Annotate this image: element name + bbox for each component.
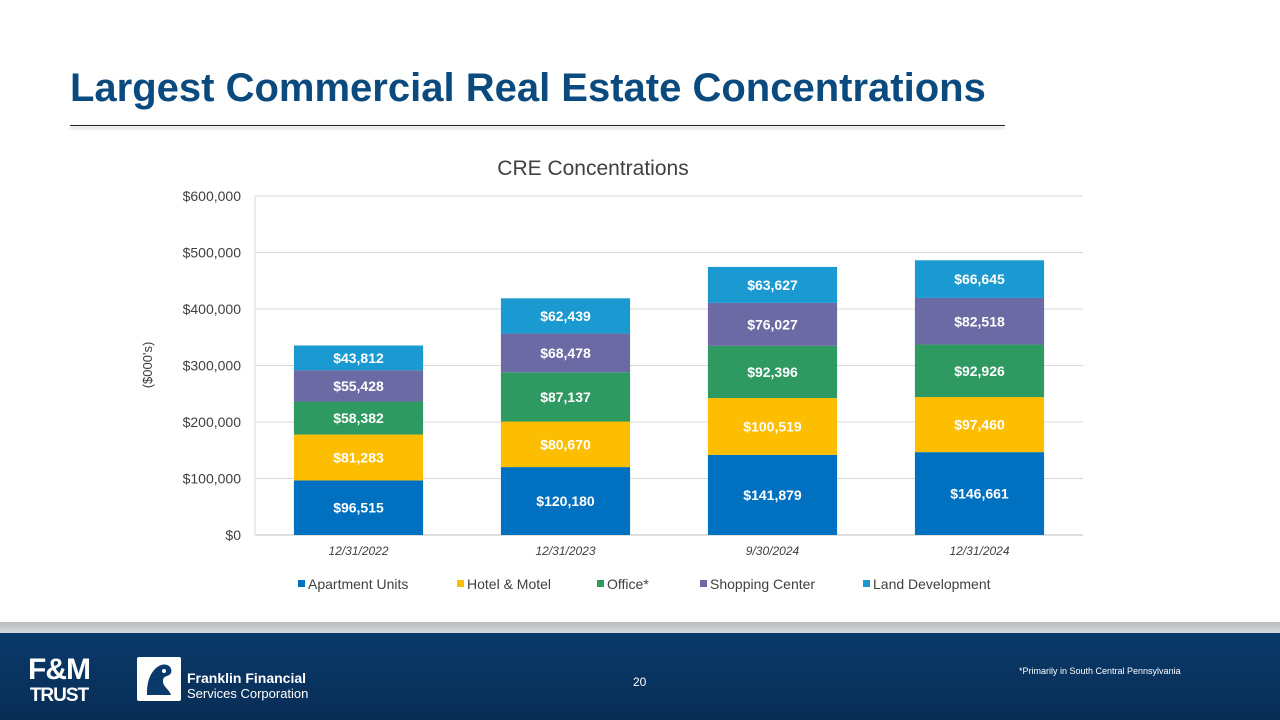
y-axis-ticks: $0 $100,000 $200,000 $300,000 $400,000 $500,0… <box>183 188 242 543</box>
legend-swatch <box>863 580 870 587</box>
data-label: $80,670 <box>540 436 591 452</box>
bar-segment <box>707 266 838 303</box>
legend-swatch <box>700 580 707 587</box>
bar-segment <box>293 434 424 481</box>
data-label: $66,645 <box>954 271 1005 287</box>
bar-segment <box>293 370 424 402</box>
data-label: $63,627 <box>747 277 798 293</box>
x-tick-label: 9/30/2024 <box>746 544 800 558</box>
data-label: $100,519 <box>743 418 802 434</box>
data-label: $58,382 <box>333 410 384 426</box>
page-number: 20 <box>633 675 647 689</box>
fm-logo-top: F&M <box>28 653 91 686</box>
bar-segment <box>500 333 631 373</box>
y-tick-label: $100,000 <box>183 471 242 487</box>
data-label: $97,460 <box>954 417 1005 433</box>
data-label: $76,027 <box>747 316 798 332</box>
bar-segment <box>914 297 1045 345</box>
data-label: $68,478 <box>540 345 591 361</box>
bar-segment <box>914 452 1045 535</box>
y-tick-label: $400,000 <box>183 301 242 317</box>
fm-trust-logo: F&M TRUST <box>28 653 91 706</box>
bar-segment <box>293 345 424 371</box>
x-tick-label: 12/31/2022 <box>328 544 388 558</box>
bar-segment <box>707 345 838 399</box>
legend-label: Apartment Units <box>308 576 408 592</box>
bar-segment <box>500 421 631 468</box>
ffsc-logo-text: Franklin Financial Services Corporation <box>187 670 309 701</box>
bar-segment <box>293 480 424 535</box>
data-label: $82,518 <box>954 313 1005 329</box>
data-label: $81,283 <box>333 450 384 466</box>
footer-stripe <box>0 622 1280 633</box>
data-label: $87,137 <box>540 389 591 405</box>
fm-logo-bottom: TRUST <box>29 685 89 706</box>
chart-title: CRE Concentrations <box>497 157 688 180</box>
y-axis-label: ($000's) <box>140 342 155 389</box>
cre-stacked-bar-chart: CRE Concentrations $0 $100,000 $200,000 $30… <box>140 157 1083 592</box>
data-label: $92,396 <box>747 364 798 380</box>
y-tick-label: $200,000 <box>183 414 242 430</box>
data-label: $92,926 <box>954 363 1005 379</box>
legend-label: Shopping Center <box>710 576 815 592</box>
bar-segment <box>914 344 1045 398</box>
footnote: *Primarily in South Central Pennsylvania <box>1019 666 1181 676</box>
data-label: $146,661 <box>950 486 1009 502</box>
y-tick-label: $0 <box>225 527 241 543</box>
x-axis-ticks: 12/31/2022 12/31/2023 9/30/2024 12/31/2024 <box>328 544 1009 558</box>
bar-segment <box>914 397 1045 453</box>
title-divider <box>70 125 1005 126</box>
slide-title: Largest Commercial Real Estate Concentra… <box>70 66 986 110</box>
legend-swatch <box>298 580 305 587</box>
bars: $96,515 $81,283 $58,382 $55,428 $43,812 $120,… <box>293 260 1045 535</box>
legend-label: Hotel & Motel <box>467 576 551 592</box>
ffsc-name-line2: Services Corporation <box>187 685 309 701</box>
legend-swatch <box>597 580 604 587</box>
bar-segment <box>500 372 631 422</box>
legend-label: Land Development <box>873 576 991 592</box>
x-tick-label: 12/31/2024 <box>949 544 1009 558</box>
data-label: $62,439 <box>540 308 591 324</box>
bar-segment <box>914 260 1045 298</box>
data-label: $55,428 <box>333 378 384 394</box>
data-label: $96,515 <box>333 500 384 516</box>
bar-segment <box>707 302 838 346</box>
x-tick-label: 12/31/2023 <box>535 544 595 558</box>
ffsc-emblem-icon <box>137 657 181 701</box>
y-tick-label: $300,000 <box>183 358 242 374</box>
bar-segment <box>707 398 838 455</box>
footer: F&M TRUST Franklin Financial Services Co… <box>0 633 1280 720</box>
bar-segment <box>500 467 631 535</box>
bar-segment <box>707 454 838 535</box>
data-label: $43,812 <box>333 350 384 366</box>
legend: Apartment Units Hotel & Motel Office* Shopp… <box>298 576 991 592</box>
data-label: $120,180 <box>536 493 595 509</box>
bar-segment <box>293 401 424 435</box>
y-tick-label: $500,000 <box>183 245 242 261</box>
bar-segment <box>500 298 631 334</box>
legend-label: Office* <box>607 576 649 592</box>
y-tick-label: $600,000 <box>183 188 242 204</box>
data-label: $141,879 <box>743 487 802 503</box>
ffsc-name-line1: Franklin Financial <box>187 670 307 686</box>
legend-swatch <box>457 580 464 587</box>
